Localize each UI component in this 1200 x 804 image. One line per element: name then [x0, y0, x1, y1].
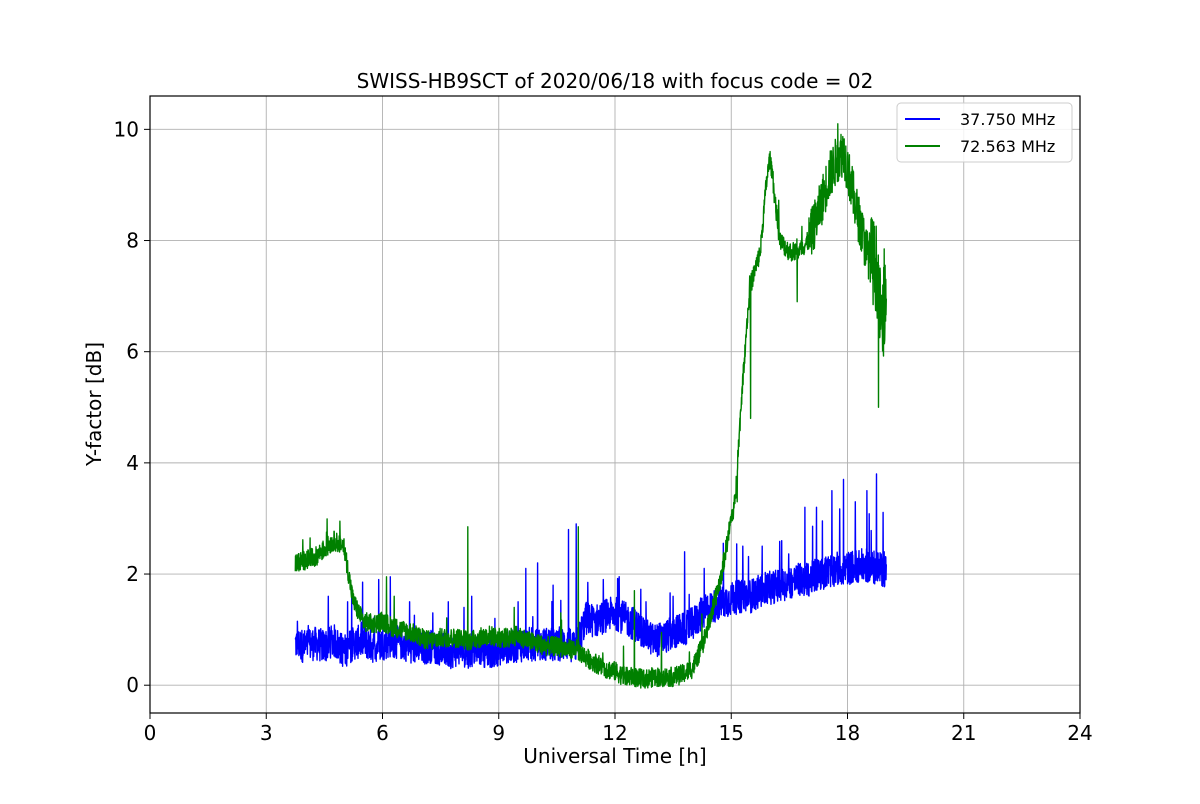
series-line-72563 — [294, 123, 887, 689]
y-tick-label: 10 — [114, 117, 139, 141]
chart-title: SWISS-HB9SCT of 2020/06/18 with focus co… — [357, 69, 874, 93]
y-tick-label: 0 — [126, 673, 139, 697]
x-tick-label: 3 — [260, 721, 273, 745]
legend-label-37750: 37.750 MHz — [960, 110, 1055, 129]
y-axis-label: Y-factor [dB] — [82, 342, 106, 467]
legend: 37.750 MHz 72.563 MHz — [896, 102, 1073, 163]
x-tick-label: 12 — [602, 721, 627, 745]
x-tick-label: 24 — [1067, 721, 1092, 745]
x-axis-label: Universal Time [h] — [523, 744, 706, 768]
series-layer — [294, 123, 887, 689]
x-tick-label: 21 — [951, 721, 976, 745]
x-tick-label: 15 — [719, 721, 744, 745]
y-tick-label: 2 — [126, 562, 139, 586]
legend-box — [896, 102, 1073, 163]
y-tick-label: 4 — [126, 451, 139, 475]
x-tick-label: 6 — [376, 721, 389, 745]
x-tick-label: 9 — [492, 721, 505, 745]
legend-label-72563: 72.563 MHz — [960, 137, 1055, 156]
y-tick-label: 6 — [126, 340, 139, 364]
x-tick-label: 0 — [144, 721, 157, 745]
x-tick-label: 18 — [835, 721, 860, 745]
y-tick-label: 8 — [126, 229, 139, 253]
